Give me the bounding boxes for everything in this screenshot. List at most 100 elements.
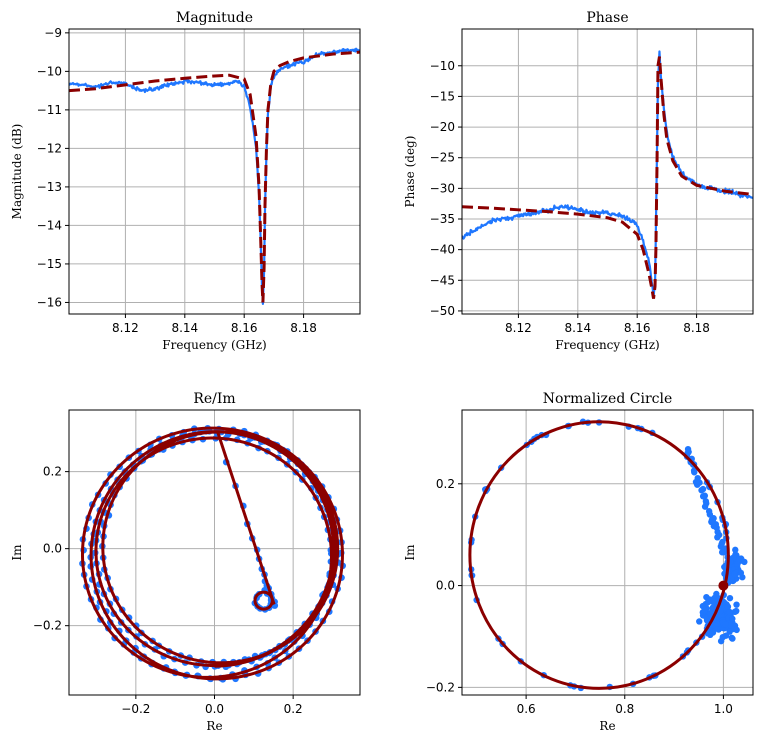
measured-point [733,607,740,615]
panel-phase: 8.12 8.14 8.16 8.18 −10 −15 −20 −25 −30 −35 −40 −45… [403,10,754,352]
y-axis-label: Magnitude (dB) [10,124,24,220]
measured-point [709,517,716,524]
measured-point [719,633,726,641]
measured-point [733,626,740,634]
measured-point [729,615,736,622]
measured-point [732,546,739,554]
x-tick-label: 0.2 [284,702,303,716]
plot-area [462,50,753,299]
measured-point [714,534,721,541]
measured-point [710,603,717,611]
y-tick-label: −14 [37,218,62,232]
panel-magnitude: 8.12 8.14 8.16 8.18 −9 −10 −11 −12 −13 −14 −15 −16 M… [10,10,361,352]
measured-point [709,629,717,636]
measured-point [690,467,698,474]
y-tick-label: −16 [37,295,62,309]
measured-point [726,608,733,616]
measured-point [734,560,741,567]
chart-title: Normalized Circle [543,391,673,407]
measured-point [699,485,707,493]
x-tick-label: −0.2 [121,702,150,716]
series-fit-curve [80,426,344,681]
reference-point [718,580,729,591]
measured-point [696,618,703,625]
y-tick-label: −10 [430,59,455,73]
measured-point [706,511,714,518]
measured-point [724,603,732,610]
fit-circle [468,420,730,690]
axes-frame [461,28,754,315]
measured-point [692,478,700,486]
series-fit-line [69,50,360,303]
x-tick-label: 0.8 [615,702,634,716]
measured-point [699,493,707,500]
y-axis-label: Phase (deg) [403,136,417,208]
y-tick-label: −45 [430,273,455,287]
measured-point [705,598,712,606]
x-axis-label: Re [206,719,222,733]
x-tick-label: 8.16 [231,321,258,335]
x-tick-label: 0.0 [205,702,224,716]
y-tick-label: 0.2 [436,477,455,491]
x-tick-label: 8.12 [112,321,139,335]
x-tick-label: 8.14 [564,321,591,335]
measured-point [722,620,729,628]
measured-point [731,570,738,578]
plot-area [69,47,360,306]
y-tick-label: −11 [37,103,62,117]
y-tick-label: −20 [430,120,455,134]
x-tick-label: 1.0 [714,702,733,716]
y-tick-label: −15 [37,257,62,271]
series-fit-line [462,56,753,299]
y-tick-label: −50 [430,304,455,318]
axes-frame [68,28,361,315]
measured-point [735,555,743,563]
x-tick-label: 0.6 [517,702,536,716]
x-axis-label: Frequency (GHz) [555,338,659,352]
x-tick-label: 8.18 [683,321,710,335]
x-tick-label: 8.16 [624,321,651,335]
y-tick-label: 0.0 [436,579,455,593]
measured-point [707,610,714,618]
chart-title: Phase [586,10,628,26]
y-tick-label: −0.2 [426,680,455,694]
y-tick-label: −25 [430,151,455,165]
measured-point [733,601,740,608]
measured-point [729,635,736,642]
axes-frame [461,409,754,696]
x-tick-label: 8.12 [505,321,532,335]
chart-title: Magnitude [176,10,253,26]
y-axis-label: Im [10,544,24,561]
x-tick-label: 8.14 [171,321,198,335]
plot-area [467,418,748,692]
measured-point [702,498,710,505]
y-tick-label: 0.0 [43,542,62,556]
y-tick-label: −40 [430,243,455,257]
measured-point [716,608,724,615]
measured-point [720,598,728,606]
panel-reim: −0.2 0.0 0.2 0.2 0.0 −0.2 Re/Im Re Im [10,391,361,733]
y-tick-label: −10 [37,64,62,78]
y-tick-label: −9 [44,26,62,40]
measured-point [714,625,722,632]
y-tick-label: −15 [430,89,455,103]
measured-point [701,503,709,510]
panel-normalized: 0.6 0.8 1.0 0.2 0.0 −0.2 Normalized Circle Re Im [403,391,754,733]
measured-point [701,606,708,614]
x-tick-label: 8.18 [290,321,317,335]
measured-point [737,569,745,577]
y-tick-label: −13 [37,180,62,194]
series-measured-line [462,50,753,299]
plot-area [79,424,346,683]
x-axis-label: Frequency (GHz) [162,338,266,352]
measured-point [718,540,725,548]
y-tick-label: −0.2 [33,619,62,633]
series-measured-line [69,47,360,306]
y-tick-label: −12 [37,141,62,155]
measured-point [726,628,733,635]
measured-point [726,594,734,602]
y-tick-label: −35 [430,212,455,226]
y-tick-label: 0.2 [43,465,62,479]
x-axis-label: Re [599,719,615,733]
